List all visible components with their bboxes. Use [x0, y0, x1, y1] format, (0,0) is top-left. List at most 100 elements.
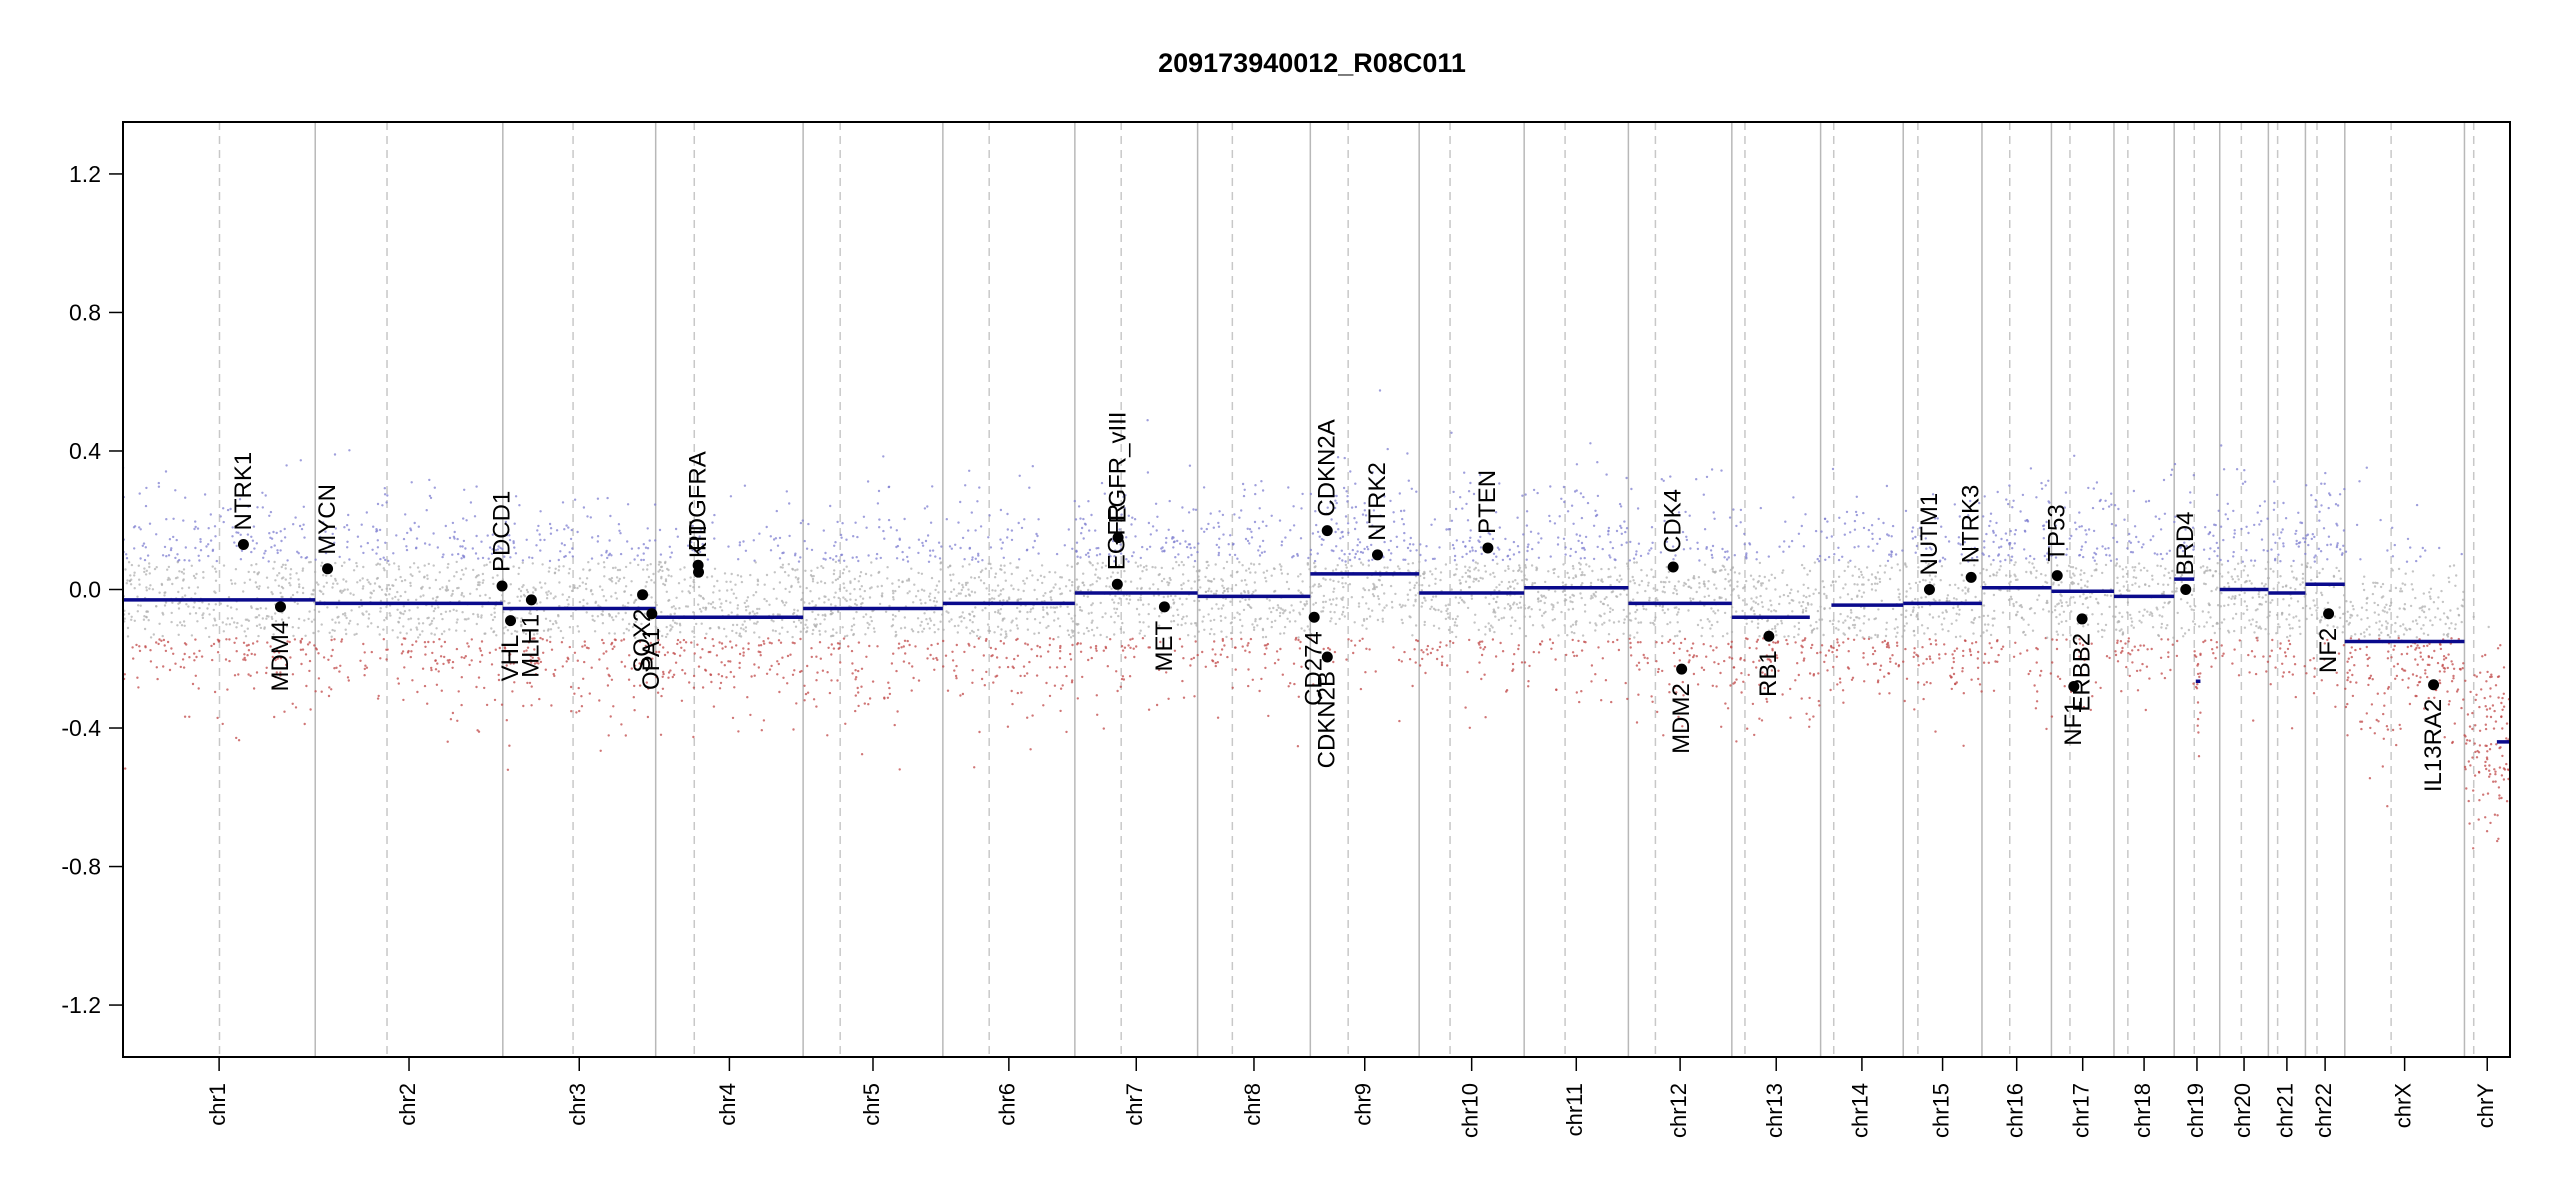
probe-point	[1065, 674, 1068, 678]
probe-point	[1344, 560, 1347, 563]
probe-point	[388, 612, 391, 615]
probe-point	[1509, 624, 1513, 627]
probe-point	[1025, 577, 1029, 580]
probe-point	[1071, 620, 1075, 623]
probe-point	[1154, 566, 1157, 569]
probe-point	[446, 659, 449, 662]
probe-point	[1527, 680, 1530, 683]
probe-point	[1743, 543, 1746, 546]
probe-point	[1215, 603, 1218, 606]
probe-point	[1735, 678, 1738, 681]
probe-point	[1159, 640, 1162, 644]
probe-point	[866, 621, 869, 625]
probe-point	[1703, 528, 1707, 531]
probe-point	[606, 556, 609, 560]
probe-point	[520, 625, 523, 628]
probe-point	[633, 664, 637, 667]
probe-point	[253, 570, 256, 574]
probe-point	[970, 576, 973, 579]
probe-point	[1758, 717, 1761, 720]
probe-point	[279, 674, 282, 677]
probe-point	[1771, 627, 1774, 631]
probe-point	[778, 536, 782, 540]
probe-point	[1648, 549, 1651, 552]
probe-point	[432, 564, 435, 567]
probe-point	[333, 541, 336, 544]
probe-point	[188, 612, 192, 615]
probe-point	[1710, 623, 1714, 627]
probe-point	[325, 581, 328, 584]
probe-point	[1523, 661, 1527, 664]
probe-point	[409, 573, 412, 576]
probe-point	[437, 670, 440, 673]
probe-point	[1498, 548, 1501, 551]
probe-point	[1267, 714, 1270, 718]
probe-point	[1750, 620, 1754, 623]
probe-point	[1172, 614, 1175, 617]
probe-point	[280, 539, 283, 543]
probe-point	[1418, 583, 1421, 587]
probe-point	[512, 541, 515, 545]
probe-point	[886, 566, 889, 569]
probe-point	[883, 537, 886, 540]
probe-point	[1333, 611, 1336, 614]
probe-point	[1466, 569, 1470, 572]
probe-point	[1874, 633, 1877, 637]
probe-point	[1819, 605, 1822, 608]
probe-point	[593, 619, 596, 623]
probe-point	[573, 498, 577, 501]
probe-point	[990, 597, 994, 600]
probe-point	[1414, 624, 1418, 627]
probe-point	[219, 515, 222, 518]
probe-point	[1096, 713, 1099, 716]
probe-point	[1075, 550, 1078, 553]
probe-point	[1230, 631, 1233, 635]
probe-point	[1229, 574, 1233, 577]
probe-point	[799, 621, 803, 624]
probe-point	[250, 652, 253, 656]
probe-point	[1666, 622, 1669, 626]
probe-point	[226, 604, 229, 608]
probe-point	[1479, 646, 1482, 649]
probe-point	[448, 628, 451, 631]
probe-point	[1775, 654, 1778, 657]
probe-point	[519, 595, 523, 598]
probe-point	[1039, 574, 1043, 577]
probe-point	[428, 586, 431, 590]
probe-point	[1433, 518, 1437, 521]
probe-point	[269, 645, 272, 648]
probe-point	[1518, 551, 1521, 554]
probe-point	[561, 593, 564, 596]
probe-point	[560, 542, 564, 545]
probe-point	[289, 577, 292, 580]
probe-point	[718, 598, 721, 601]
probe-point	[797, 577, 800, 580]
probe-point	[591, 618, 594, 621]
probe-point	[1446, 607, 1449, 611]
probe-point	[977, 576, 981, 579]
probe-point	[313, 618, 316, 621]
probe-point	[1667, 640, 1670, 643]
probe-point	[1239, 618, 1242, 622]
probe-point	[1506, 587, 1510, 590]
probe-point	[519, 620, 523, 623]
probe-point	[1620, 578, 1623, 581]
probe-point	[338, 670, 341, 673]
probe-point	[1681, 725, 1684, 728]
probe-point	[1620, 532, 1624, 535]
probe-point	[581, 581, 584, 584]
probe-point	[423, 564, 426, 567]
probe-point	[627, 678, 631, 681]
probe-point	[251, 642, 255, 645]
probe-point	[1373, 586, 1376, 589]
probe-point	[1678, 630, 1682, 633]
probe-point	[1354, 552, 1358, 556]
probe-point	[165, 518, 168, 521]
probe-point	[143, 558, 147, 562]
probe-point	[1069, 652, 1072, 656]
probe-point	[797, 581, 800, 584]
probe-point	[1372, 509, 1376, 512]
probe-point	[1665, 565, 1669, 569]
probe-point	[1015, 624, 1019, 627]
probe-point	[676, 638, 680, 642]
